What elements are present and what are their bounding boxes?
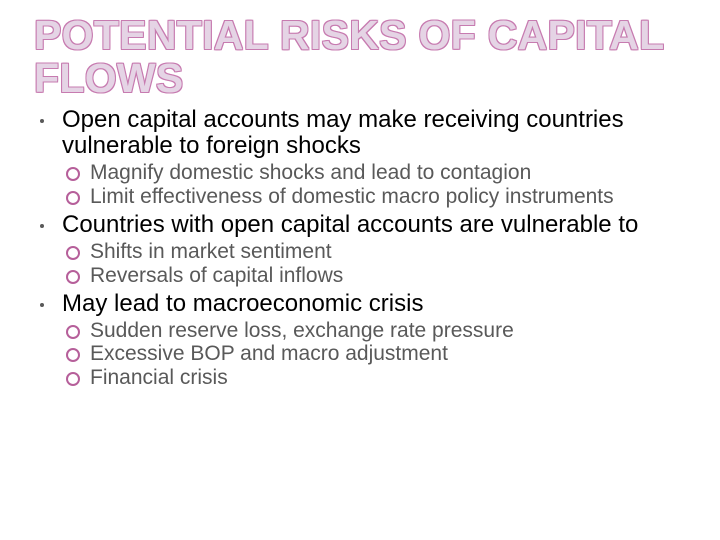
list-item: Limit effectiveness of domestic macro po…: [62, 185, 696, 209]
list-item-text: Magnify domestic shocks and lead to cont…: [90, 161, 531, 184]
list-item: Financial crisis: [62, 366, 696, 390]
list-item-text: Reversals of capital inflows: [90, 264, 343, 287]
list-item-text: Limit effectiveness of domestic macro po…: [90, 185, 614, 208]
list-item: Open capital accounts may make receiving…: [34, 107, 696, 208]
bullet-list-level2: Sudden reserve loss, exchange rate press…: [62, 319, 696, 390]
list-item-text: May lead to macroeconomic crisis: [62, 290, 423, 317]
bullet-list-level2: Magnify domestic shocks and lead to cont…: [62, 161, 696, 208]
list-item-text: Sudden reserve loss, exchange rate press…: [90, 319, 514, 342]
bullet-list-level2: Shifts in market sentiment Reversals of …: [62, 240, 696, 287]
list-item: Shifts in market sentiment: [62, 240, 696, 264]
list-item-text: Open capital accounts may make receiving…: [62, 106, 624, 159]
list-item-text: Countries with open capital accounts are…: [62, 211, 638, 238]
list-item: Countries with open capital accounts are…: [34, 212, 696, 287]
slide-title: POTENTIAL RISKS OF CAPITAL FLOWS: [34, 14, 696, 99]
list-item-text: Shifts in market sentiment: [90, 240, 332, 263]
list-item-text: Excessive BOP and macro adjustment: [90, 342, 448, 365]
list-item: Excessive BOP and macro adjustment: [62, 342, 696, 366]
list-item: Sudden reserve loss, exchange rate press…: [62, 319, 696, 343]
bullet-list-level1: Open capital accounts may make receiving…: [34, 107, 696, 389]
list-item: Reversals of capital inflows: [62, 264, 696, 288]
list-item-text: Financial crisis: [90, 366, 228, 389]
list-item: May lead to macroeconomic crisis Sudden …: [34, 291, 696, 389]
list-item: Magnify domestic shocks and lead to cont…: [62, 161, 696, 185]
